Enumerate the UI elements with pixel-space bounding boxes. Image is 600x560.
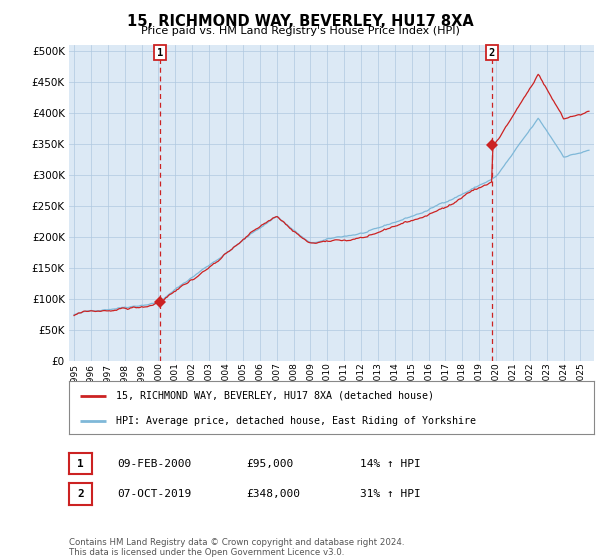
Text: 2: 2 xyxy=(489,48,495,58)
Text: Contains HM Land Registry data © Crown copyright and database right 2024.
This d: Contains HM Land Registry data © Crown c… xyxy=(69,538,404,557)
Text: 1: 1 xyxy=(157,48,163,58)
Text: 14% ↑ HPI: 14% ↑ HPI xyxy=(360,459,421,469)
Text: 15, RICHMOND WAY, BEVERLEY, HU17 8XA: 15, RICHMOND WAY, BEVERLEY, HU17 8XA xyxy=(127,14,473,29)
Text: £95,000: £95,000 xyxy=(246,459,293,469)
Text: Price paid vs. HM Land Registry's House Price Index (HPI): Price paid vs. HM Land Registry's House … xyxy=(140,26,460,36)
Text: 2: 2 xyxy=(77,489,84,499)
Text: 07-OCT-2019: 07-OCT-2019 xyxy=(117,489,191,499)
Text: 31% ↑ HPI: 31% ↑ HPI xyxy=(360,489,421,499)
Text: 1: 1 xyxy=(77,459,84,469)
Text: 15, RICHMOND WAY, BEVERLEY, HU17 8XA (detached house): 15, RICHMOND WAY, BEVERLEY, HU17 8XA (de… xyxy=(116,391,434,401)
Text: 09-FEB-2000: 09-FEB-2000 xyxy=(117,459,191,469)
Text: HPI: Average price, detached house, East Riding of Yorkshire: HPI: Average price, detached house, East… xyxy=(116,416,476,426)
Text: £348,000: £348,000 xyxy=(246,489,300,499)
